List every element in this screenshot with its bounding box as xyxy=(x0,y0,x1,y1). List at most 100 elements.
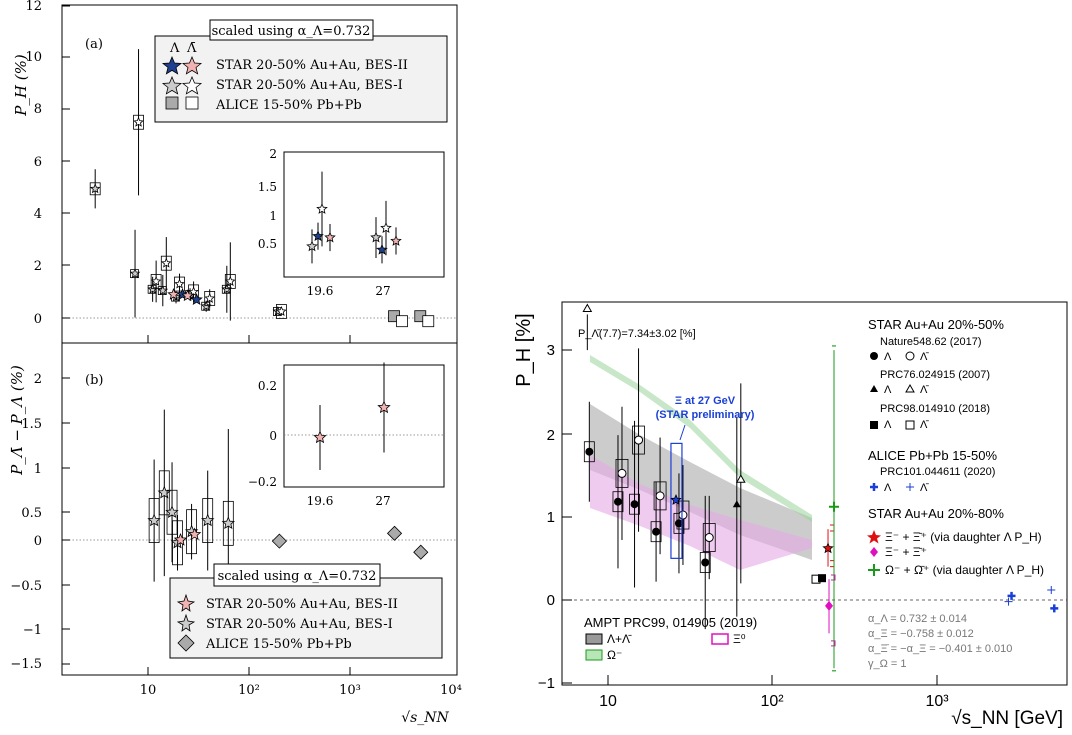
inset-a-bes2-antilambda-27 xyxy=(390,234,402,246)
right-x-axis: 10 10² 10³ √s_NN [GeV] xyxy=(599,675,1063,729)
panel-b-ytick-0.5: 0.5 xyxy=(21,506,42,521)
right-lambda-syst-box xyxy=(583,441,595,463)
ampt-label: AMPT PRC99, 014905 (2019) xyxy=(584,615,757,630)
ampt-omega-swatch xyxy=(585,649,603,661)
legend-nature-lambda-label: Λ xyxy=(884,351,892,363)
legend-b-alice-diamond xyxy=(177,634,195,652)
panel-a-scaled-box xyxy=(209,19,374,41)
right-lambda-circle xyxy=(630,500,639,509)
panel-b-legend-bes2: STAR 20-50% Au+Au, BES-II xyxy=(206,597,398,612)
panel-a-ytick-4: 4 xyxy=(34,207,42,222)
legend-ref-prc76: PRC76.024915 (2007) xyxy=(880,369,990,381)
legend-prc98-lambda-label: Λ xyxy=(884,419,892,431)
inset-a-bes1-lambda-27 xyxy=(370,231,382,243)
panel-a-ylabel: P_H (%) xyxy=(12,54,30,117)
right-lambda-syst-box xyxy=(650,521,662,543)
right-lambda-syst-box xyxy=(612,491,624,513)
legend-prc76-antilambda-mark xyxy=(905,383,915,393)
legend-star2-title: STAR Au+Au 20%-80% xyxy=(868,506,1004,521)
panel-b-ytick-0: 0 xyxy=(34,534,42,549)
panel-b-y-axis: 2 1.5 1 0.5 0 −0.5 −1 −1.5 xyxy=(10,372,70,672)
right-ytick-1: 1 xyxy=(547,509,555,526)
legend-alice-lambda-mark xyxy=(870,483,878,491)
inset-b-point-196 xyxy=(313,430,327,444)
panel-a-ytick-6: 6 xyxy=(34,155,42,170)
bes1-lambda-star xyxy=(129,268,141,279)
inset-a-ytick-0.5: 0.5 xyxy=(258,237,277,251)
right-xtick-1000: 10³ xyxy=(925,693,949,710)
alpha-xibar: α_Ξ̄ = −α_Ξ = −0.401 ± 0.010 xyxy=(868,643,1012,655)
right-alice-lambda-cross xyxy=(1050,604,1059,613)
legend-star-title: STAR Au+Au 20%-50% xyxy=(868,317,1004,332)
ampt-omega-band xyxy=(590,355,812,522)
ampt-xi-label: Ξ⁰ xyxy=(733,632,746,646)
xi-annotation-line2: (STAR preliminary) xyxy=(656,409,755,421)
bes1-antilambda-syst-box xyxy=(174,276,185,292)
right-omega-syst xyxy=(832,345,837,672)
bes1-antilambda-star xyxy=(225,275,236,286)
left-xlabel: √s_NN xyxy=(401,710,449,726)
alice-antilambda-square xyxy=(422,315,435,328)
inset-a-bes2-antilambda-196 xyxy=(324,231,336,243)
left-xtick-100: 10² xyxy=(238,683,260,698)
right-lambda-circle xyxy=(585,447,594,456)
bes1-antilambda-star xyxy=(160,257,172,268)
right-antilambda-syst-box xyxy=(653,481,667,511)
panel-a-ytick-10: 10 xyxy=(25,50,42,65)
bes1-antilambda-syst-box xyxy=(276,304,287,319)
legend-ref-nature: Nature548.62 (2017) xyxy=(880,336,982,348)
legend-prc76-lambda-mark xyxy=(870,385,878,392)
right-ytick-3: 3 xyxy=(547,342,555,359)
inset-a-xtick-19.6: 19.6 xyxy=(307,284,334,298)
xi-annotation-line1: Ξ at 27 GeV xyxy=(675,395,736,407)
right-alice-antilambda-cross xyxy=(1004,597,1013,606)
legend-omega: Ω⁻ + Ω̄⁺ (via daughter Λ P_H) xyxy=(885,563,1044,577)
legend-omega-mark xyxy=(868,564,880,576)
ampt-lambda-swatch xyxy=(585,633,603,645)
right-antilambda-syst-box xyxy=(676,500,690,530)
panel-b-legend-box xyxy=(169,577,443,659)
bes1-antilambda-syst-box xyxy=(204,291,216,306)
right-xi-daughter-syst xyxy=(830,524,835,568)
ampt-lambda-label: Λ+Λ̄ xyxy=(607,632,632,646)
panel-a-inset-frame xyxy=(283,151,445,278)
alpha-xi: α_Ξ = −0.758 ± 0.012 xyxy=(868,628,974,640)
alpha-lambda: α_Λ = 0.732 ± 0.014 xyxy=(868,613,967,625)
right-ytick-2: 2 xyxy=(547,427,555,444)
left-xtick-1000: 10³ xyxy=(339,683,361,698)
b-bes2-star xyxy=(187,527,202,541)
b-alice-diamond xyxy=(413,544,429,560)
b-bes1-star xyxy=(221,516,235,530)
panel-b-ytick-m0.5: −0.5 xyxy=(10,579,42,594)
bes1-antilambda-star xyxy=(204,292,215,303)
legend-nature-lambda-mark xyxy=(870,352,878,360)
legend-prc76-lambda-label: Λ xyxy=(884,384,892,396)
right-xtick-100: 10² xyxy=(760,693,784,710)
bes1-antilambda-syst-box xyxy=(160,255,172,271)
right-ytick-0: 0 xyxy=(547,592,555,609)
legend-alice-title: ALICE Pb+Pb 15-50% xyxy=(868,448,997,463)
bes1-antilambda-syst-box xyxy=(224,274,236,289)
inset-b-xtick-19.6: 19.6 xyxy=(307,494,334,508)
xi-annotation-arrow xyxy=(679,424,686,441)
b-bes1-syst-box xyxy=(158,470,170,516)
right-prc76-antilambda-triangle xyxy=(735,474,746,483)
right-xi27-star xyxy=(670,493,682,505)
inset-b-points xyxy=(313,362,391,470)
legend-prc98-antilambda-mark xyxy=(905,420,915,430)
bes2-antilambda-star xyxy=(167,287,180,300)
right-antilambda-circle xyxy=(655,491,665,501)
legend-prc98-lambda-mark xyxy=(870,421,878,429)
right-antilambda-circle xyxy=(634,435,644,445)
bes1-antilambda-star xyxy=(174,278,185,289)
legend-b-bes2-star xyxy=(176,593,196,612)
right-xlabel: √s_NN [GeV] xyxy=(951,708,1063,729)
inset-a-bes2-lambda-27 xyxy=(376,243,388,255)
legend-nature-antilambda-mark xyxy=(905,351,915,361)
right-antilambda-circle xyxy=(617,468,627,478)
right-antilambda-circle xyxy=(704,533,714,543)
inset-a-ytick-2: 2 xyxy=(269,147,277,161)
right-alice-antilambda-cross xyxy=(1047,586,1056,595)
legend-bes1-antilambda-star xyxy=(181,75,203,95)
